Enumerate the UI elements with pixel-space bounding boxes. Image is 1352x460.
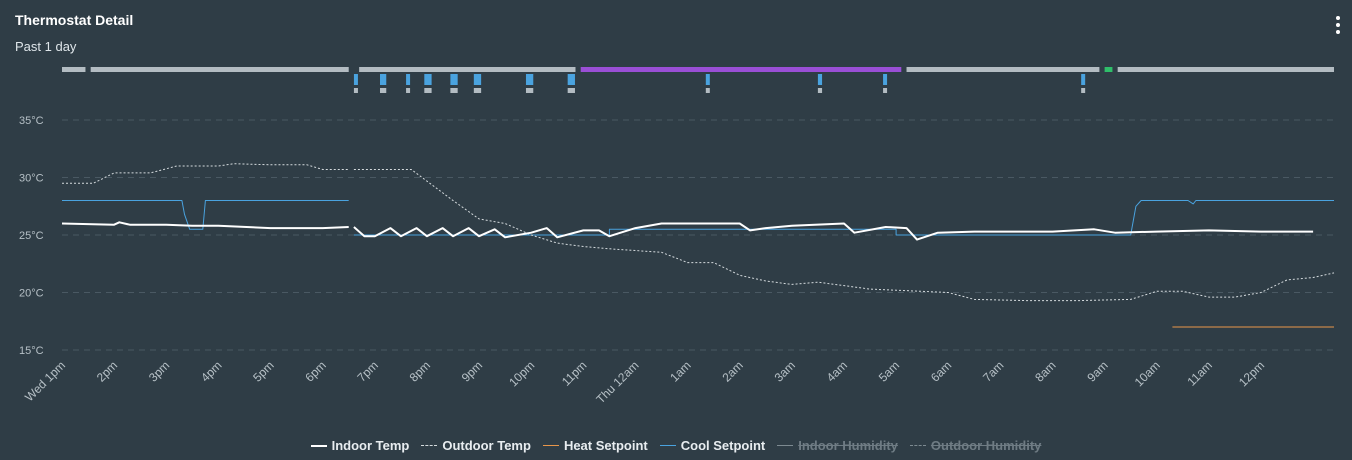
event-tick-1 [380, 74, 387, 93]
legend-item-heat[interactable]: Heat Setpoint [542, 438, 648, 453]
x-tick-label: Thu 12am [593, 358, 641, 406]
x-tick-label: 9pm [459, 358, 485, 384]
legend-swatch [659, 445, 676, 447]
x-tick-label: 10pm [506, 358, 537, 389]
event-tick-10 [883, 74, 888, 93]
legend-item-outdoor[interactable]: Outdoor Temp [421, 438, 531, 453]
event-tick-4 [450, 74, 458, 93]
x-tick-label: 11am [1185, 358, 1216, 389]
x-tick-label: 2pm [94, 358, 120, 384]
legend-item-outdoor-humidity[interactable]: Outdoor Humidity [909, 438, 1042, 453]
event-tick-3 [424, 74, 432, 93]
timeline-segment-0 [62, 67, 86, 72]
legend-label: Outdoor Temp [442, 438, 531, 453]
x-tick-label: 10am [1132, 358, 1163, 389]
event-tick-0 [353, 74, 358, 93]
x-tick-label: 11pm [559, 358, 590, 389]
x-tick-label: 5am [876, 358, 902, 384]
x-tick-label: 6pm [302, 358, 328, 384]
timeline-segment-3 [580, 67, 902, 72]
chart-legend: Indoor Temp Outdoor Temp Heat Setpoint Cool… [0, 438, 1352, 453]
event-tick-9 [817, 74, 823, 93]
card-title: Thermostat Detail [15, 12, 134, 28]
legend-label: Heat Setpoint [563, 438, 648, 453]
event-tick-2 [406, 74, 411, 93]
x-tick-label: 7pm [355, 358, 381, 384]
x-tick-label: 7am [980, 358, 1006, 384]
y-axis: 15°C 20°C 25°C 30°C 35°C [19, 115, 44, 357]
series-outdoor-line-0 [62, 163, 349, 184]
x-tick-label: 4pm [198, 358, 224, 384]
card-subtitle: Past 1 day [15, 39, 77, 54]
x-tick-label: 8pm [407, 358, 433, 384]
y-tick-label: 30°C [19, 173, 44, 185]
event-tick-8 [705, 74, 710, 93]
legend-swatch [777, 445, 794, 447]
legend-item-indoor-humidity[interactable]: Indoor Humidity [777, 438, 898, 453]
y-tick-label: 15°C [19, 345, 44, 357]
legend-label: Indoor Temp [331, 438, 410, 453]
x-tick-label: 12pm [1236, 358, 1267, 389]
x-axis: Wed 1pm 2pm 3pm 4pm 5pm 6pm 7pm 8pm 9pm 10pm 11pm T… [22, 358, 1267, 406]
x-tick-label: 3am [772, 358, 798, 384]
vertical-dots-icon[interactable] [1332, 14, 1344, 36]
timeline-segment-2 [359, 67, 576, 72]
legend-item-cool[interactable]: Cool Setpoint [659, 438, 766, 453]
series-indoor-line-0 [61, 221, 349, 230]
legend-swatch [542, 445, 559, 447]
x-tick-label: 8am [1032, 358, 1058, 384]
event-tick-11 [1081, 74, 1086, 93]
event-ticks [353, 74, 1086, 93]
event-tick-7 [567, 74, 575, 93]
series-outdoor-line-1 [353, 169, 1335, 302]
legend-item-indoor[interactable]: Indoor Temp [310, 438, 410, 453]
state-timeline [62, 67, 1334, 72]
legend-swatch [421, 445, 438, 447]
thermostat-chart: 15°C 20°C 25°C 30°C 35°C Wed 1pm 2pm 3pm 4pm 5pm… [19, 67, 1335, 406]
x-tick-label: 4am [824, 358, 850, 384]
event-tick-5 [473, 74, 482, 93]
x-tick-label: 3pm [146, 358, 172, 384]
timeline-segment-4 [906, 67, 1100, 72]
legend-label: Outdoor Humidity [930, 438, 1042, 453]
legend-label: Cool Setpoint [680, 438, 766, 453]
timeline-segment-6 [1117, 67, 1334, 72]
series-cool-line-1 [353, 200, 1334, 236]
x-tick-label: 5pm [250, 358, 276, 384]
timeline-segment-5 [1104, 67, 1113, 72]
timeline-segment-1 [90, 67, 349, 72]
x-tick-label: 9am [1084, 358, 1110, 384]
legend-swatch [310, 444, 327, 447]
event-tick-6 [525, 74, 534, 93]
y-tick-label: 20°C [19, 288, 44, 300]
legend-label: Indoor Humidity [798, 438, 898, 453]
chart-series [61, 163, 1335, 328]
chart-grid [62, 119, 1334, 351]
series-cool-line-0 [62, 200, 349, 230]
y-tick-label: 35°C [19, 115, 44, 127]
series-indoor-line-1 [353, 222, 1314, 241]
legend-swatch [909, 445, 926, 447]
x-tick-label: 2am [719, 358, 745, 384]
x-tick-label: Wed 1pm [22, 358, 68, 404]
x-tick-label: 1am [667, 358, 693, 384]
x-tick-label: 6am [928, 358, 954, 384]
y-tick-label: 25°C [19, 230, 44, 242]
